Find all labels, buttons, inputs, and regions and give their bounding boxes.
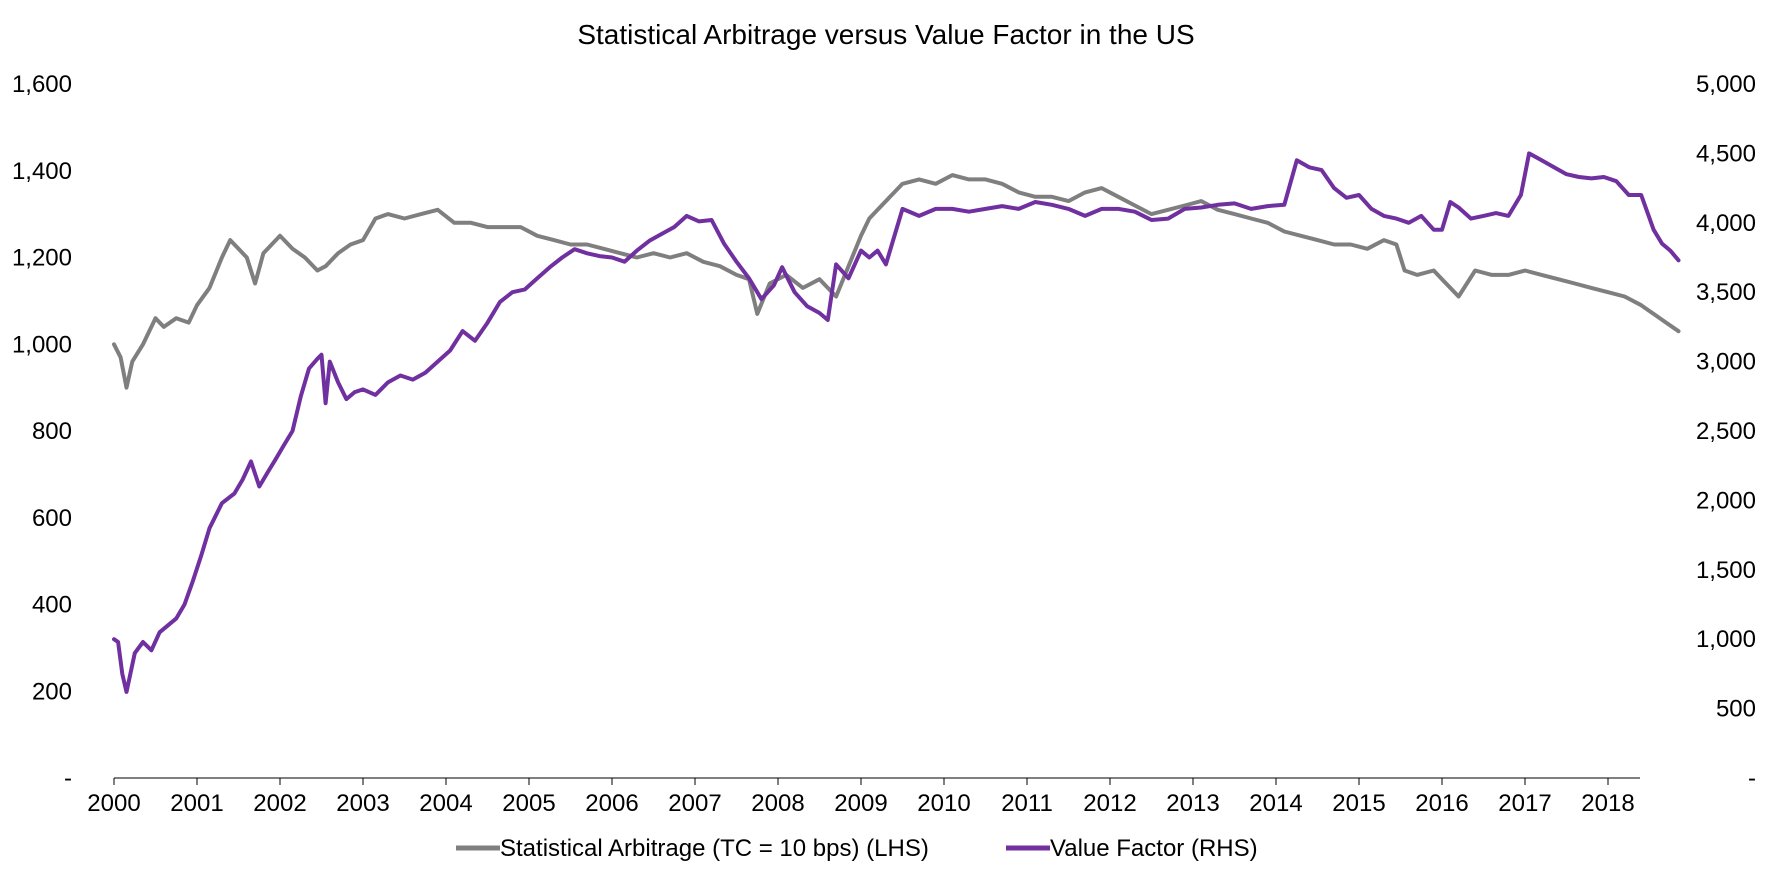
x-tick-label: 2003 bbox=[336, 790, 389, 817]
x-tick-label: 2000 bbox=[87, 790, 140, 817]
y-right-tick-label: 1,500 bbox=[1696, 557, 1756, 584]
y-right-tick-label: 3,000 bbox=[1696, 349, 1756, 376]
legend-label: Statistical Arbitrage (TC = 10 bps) (LHS… bbox=[500, 835, 929, 862]
y-right-tick-label: 5,000 bbox=[1696, 71, 1756, 98]
legend-label: Value Factor (RHS) bbox=[1050, 835, 1258, 862]
y-left-tick-label: 1,600 bbox=[12, 71, 72, 98]
series-line-value-factor bbox=[112, 151, 1681, 694]
x-tick-label: 2001 bbox=[170, 790, 223, 817]
axes: 2000 2001 2002 2003 2004 2005 2006 2007 2008 2009… bbox=[12, 71, 1756, 817]
y-right-tick-label: 4,500 bbox=[1696, 140, 1756, 167]
x-tick-label: 2004 bbox=[419, 790, 472, 817]
series-line-statistical-arbitrage bbox=[112, 173, 1681, 390]
y-right-tick-label: 1,000 bbox=[1696, 626, 1756, 653]
x-tick-label: 2013 bbox=[1166, 790, 1219, 817]
x-tick-label: 2011 bbox=[1001, 790, 1053, 817]
y-right-tick-label: 2,500 bbox=[1696, 418, 1756, 445]
y-left-tick-label: 800 bbox=[32, 418, 72, 445]
y-left-tick-label: 400 bbox=[32, 592, 72, 619]
x-tick-label: 2009 bbox=[834, 790, 887, 817]
chart-title: Statistical Arbitrage versus Value Facto… bbox=[577, 19, 1194, 50]
y-left-tick-label: 600 bbox=[32, 505, 72, 532]
x-tick-label: 2015 bbox=[1332, 790, 1385, 817]
legend: Statistical Arbitrage (TC = 10 bps) (LHS… bbox=[456, 835, 1258, 862]
x-tick-label: 2018 bbox=[1581, 790, 1634, 817]
x-tick-label: 2014 bbox=[1249, 790, 1302, 817]
y-left-tick-label: 1,000 bbox=[12, 331, 72, 358]
x-tick-label: 2008 bbox=[751, 790, 804, 817]
x-tick-label: 2005 bbox=[502, 790, 555, 817]
y-right-tick-label: 500 bbox=[1716, 696, 1756, 723]
x-tick-label: 2016 bbox=[1415, 790, 1468, 817]
series-layer bbox=[112, 151, 1681, 694]
x-tick-label: 2017 bbox=[1498, 790, 1551, 817]
y-right-tick-label: - bbox=[1748, 765, 1756, 792]
x-tick-label: 2012 bbox=[1083, 790, 1136, 817]
x-tick-label: 2010 bbox=[917, 790, 970, 817]
y-right-tick-label: 2,000 bbox=[1696, 487, 1756, 514]
x-tick-label: 2007 bbox=[668, 790, 721, 817]
x-tick-label: 2002 bbox=[253, 790, 306, 817]
y-right-tick-label: 3,500 bbox=[1696, 279, 1756, 306]
y-left-tick-label: 200 bbox=[32, 678, 72, 705]
y-left-tick-label: 1,400 bbox=[12, 158, 72, 185]
y-right-tick-label: 4,000 bbox=[1696, 210, 1756, 237]
y-left-tick-label: - bbox=[64, 765, 72, 792]
y-left-tick-label: 1,200 bbox=[12, 245, 72, 272]
x-tick-label: 2006 bbox=[585, 790, 638, 817]
